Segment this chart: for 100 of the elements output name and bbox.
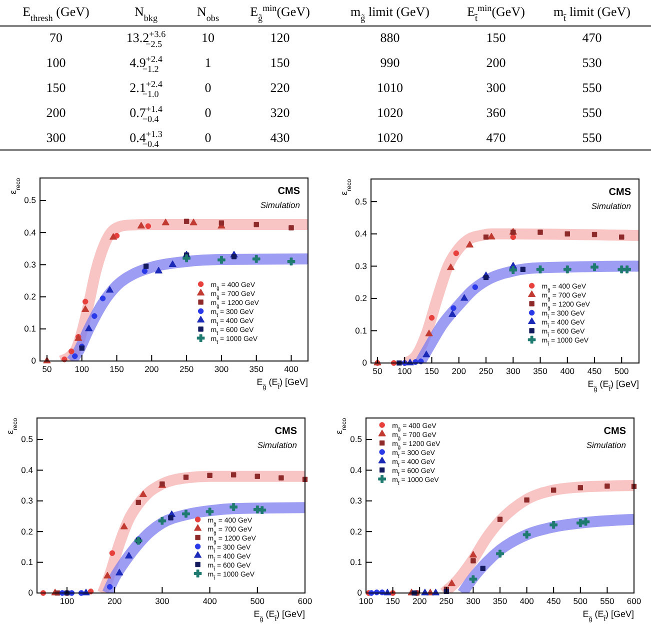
y-tick-label: 0.4	[21, 464, 34, 475]
y-tick-label: 0	[31, 356, 36, 366]
x-tick-label: 550	[600, 596, 615, 606]
y-tick-label: 0.1	[355, 325, 368, 336]
x-tick-label: 50	[42, 364, 52, 374]
text: 200	[486, 55, 506, 70]
text: 150	[46, 80, 66, 95]
text: 220	[270, 80, 290, 95]
y-tick-label: 0.5	[24, 195, 36, 206]
x-tick-label: 100	[398, 366, 412, 376]
x-tick-label: 250	[439, 596, 454, 606]
y-tick-label: 0.1	[24, 324, 36, 334]
y-tick-label: 0.3	[24, 259, 36, 270]
text: 10	[202, 30, 214, 45]
category-label: m$_{t̃}$ limit (GeV)	[554, 4, 630, 23]
y-tick-label: 0	[28, 588, 34, 598]
x-tick-label: 600	[626, 596, 642, 606]
x-tick-label: 300	[506, 366, 520, 376]
text: 0	[204, 80, 212, 95]
category-label: m$_{g̃}$ limit (GeV)	[350, 4, 430, 23]
y-tick-label: 0	[362, 358, 368, 368]
text: 470	[486, 130, 506, 145]
x-tick-label: 200	[412, 596, 427, 606]
y-tick-label: 0.1	[21, 557, 34, 568]
annotation: CMS	[274, 426, 298, 437]
x-tick-label: 200	[452, 366, 466, 376]
y-tick-label: 0.4	[24, 227, 36, 238]
annotation: CMS	[604, 426, 626, 437]
x-axis-title: E$_{g̃}$ (E$_{t̃}$) [GeV]	[256, 377, 308, 390]
y-tick-label: 0.2	[21, 526, 34, 536]
x-axis-title: E$_{g̃}$ (E$_{t̃}$) [GeV]	[588, 379, 639, 392]
text: 550	[582, 80, 602, 95]
annotation: Simulation	[586, 440, 626, 450]
y-tick-label: 0.5	[355, 196, 368, 206]
x-tick-label: 150	[110, 364, 124, 374]
y-tick-label: 0.1	[350, 557, 362, 568]
y-tick-label: 0.2	[355, 293, 368, 304]
text: 550	[582, 130, 602, 145]
text: 990	[380, 55, 400, 70]
y-tick-label: 0	[357, 588, 362, 598]
x-tick-label: 200	[108, 596, 122, 606]
x-tick-label: 400	[520, 596, 534, 606]
x-tick-label: 250	[478, 366, 494, 376]
x-tick-label: 250	[179, 364, 194, 374]
text: 320	[270, 105, 290, 120]
text: 880	[380, 30, 400, 45]
x-tick-label: 350	[533, 366, 548, 376]
x-tick-label: 100	[74, 364, 90, 374]
text: 0	[204, 105, 212, 120]
text: 360	[486, 105, 506, 120]
annotation: Simulation	[591, 201, 632, 211]
x-tick-label: 400	[202, 596, 218, 606]
text: 200	[46, 105, 66, 120]
y-tick-label: 0.4	[355, 228, 368, 239]
x-tick-label: 500	[250, 596, 265, 606]
text: 430	[270, 130, 290, 145]
x-tick-label: 350	[492, 596, 508, 606]
x-tick-label: 350	[249, 364, 264, 374]
annotation: Simulation	[260, 200, 300, 210]
x-tick-label: 500	[614, 366, 629, 376]
x-tick-label: 300	[466, 596, 481, 606]
category-label: N$_{bkg}$	[134, 4, 158, 23]
text: 150	[486, 30, 506, 45]
text: 1	[204, 55, 212, 70]
x-tick-label: 50	[372, 366, 383, 376]
x-tick-label: 100	[60, 596, 74, 606]
annotation: CMS	[608, 187, 632, 198]
x-tick-label: 450	[587, 366, 602, 376]
text: 530	[582, 55, 602, 70]
category-label: N$_{obs}$	[196, 4, 220, 23]
annotation: CMS	[278, 186, 300, 197]
text: 1020	[377, 130, 403, 145]
x-axis-title: E$_{g̃}$ (E$_{t̃}$) [GeV]	[582, 609, 634, 622]
y-tick-label: 0.3	[355, 260, 368, 271]
category-label: E$_{thresh}$ (GeV)	[22, 4, 90, 23]
text: 100	[46, 55, 66, 70]
x-tick-label: 400	[560, 366, 575, 376]
x-tick-label: 150	[424, 366, 440, 376]
y-tick-label: 0.2	[24, 292, 36, 302]
x-tick-label: 300	[155, 596, 170, 606]
y-tick-label: 0.3	[350, 496, 362, 506]
text: 70	[50, 30, 62, 45]
x-axis-title: E$_{g̃}$ (E$_{t̃}$) [GeV]	[254, 609, 305, 622]
x-tick-label: 200	[144, 364, 160, 374]
x-tick-label: 450	[546, 596, 561, 606]
x-tick-label: 100	[358, 596, 374, 606]
category-label: E$_{t̃}$$^{min}$(GeV)	[467, 3, 525, 23]
text: 1010	[377, 80, 403, 95]
y-tick-label: 0.3	[21, 496, 34, 506]
text: 300	[486, 80, 506, 95]
x-tick-label: 300	[214, 364, 229, 374]
text: 120	[270, 30, 290, 45]
y-tick-label: 0.5	[350, 434, 362, 444]
x-tick-label: 500	[573, 596, 588, 606]
annotation: Simulation	[257, 440, 298, 450]
text: 550	[582, 105, 602, 120]
text: 1020	[377, 105, 403, 120]
x-tick-label: 150	[386, 596, 400, 606]
x-tick-label: 600	[298, 596, 312, 606]
text: 150	[270, 55, 290, 70]
